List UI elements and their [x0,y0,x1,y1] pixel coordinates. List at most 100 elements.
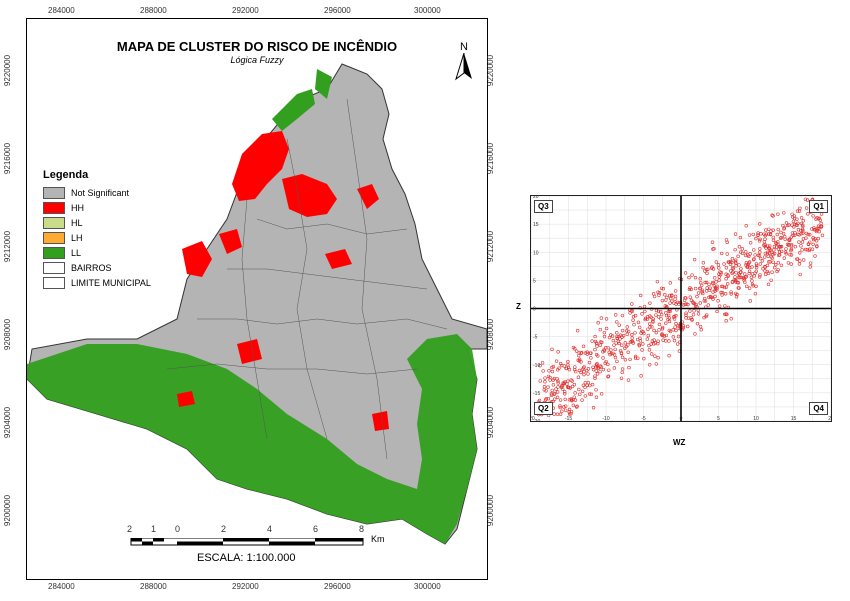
data-point [711,247,715,251]
data-point [811,242,815,247]
map-y-tick-left: 9208000 [3,318,13,351]
data-point [789,244,794,248]
data-point [792,233,797,237]
data-point [786,261,791,265]
data-point [713,287,718,291]
scale-unit: Km [371,534,385,544]
x-tick-label: 10 [753,416,759,421]
data-point [747,261,751,265]
data-point [554,387,558,391]
data-point [654,313,658,317]
map-x-tick-top: 300000 [414,6,441,15]
data-point [795,223,799,227]
scale-bar-graphic [130,538,364,546]
data-point [698,301,702,305]
data-point [769,278,773,282]
data-point [647,343,651,348]
data-point [770,256,774,260]
scale-tick: 1 [151,524,157,534]
data-point [615,336,619,341]
data-point [583,351,588,355]
data-point [695,294,699,299]
data-point [601,350,605,354]
data-point [599,365,604,369]
data-point [773,262,778,267]
data-point [560,409,564,413]
data-point [606,374,610,379]
data-point [751,248,756,252]
data-point [704,314,708,319]
map-y-tick-left: 9220000 [3,54,13,87]
data-point [643,316,648,321]
data-point [650,339,655,343]
legend-label: HH [71,202,84,213]
data-point [789,262,793,266]
data-point [646,333,650,338]
data-point [811,214,815,218]
data-point [562,382,566,386]
data-point [771,252,775,257]
data-point [799,221,804,226]
data-point [763,272,768,277]
data-point [724,318,728,323]
hh-cluster-se [372,411,389,431]
data-point [560,385,564,390]
data-point [705,271,709,276]
data-point [626,350,630,355]
data-point [651,320,655,324]
data-point [771,235,776,240]
data-point [754,236,758,241]
data-point [659,286,664,290]
data-point [542,388,547,392]
data-point [742,276,746,281]
data-point [610,334,615,338]
data-point [566,379,570,383]
y-tick-label: 10 [533,250,539,256]
ll-zone-nw [272,89,315,131]
data-point [793,231,797,235]
data-point [569,398,574,402]
data-point [620,328,625,333]
legend-item: HH [43,200,151,215]
data-point [763,251,768,256]
data-point [701,265,705,270]
data-point [734,270,738,275]
data-point [725,312,729,317]
scale-tick: 8 [359,524,365,534]
data-point [602,330,607,335]
data-point [776,227,780,232]
data-point [711,290,715,294]
data-point [762,255,767,259]
data-point [706,303,711,307]
data-point [724,312,728,316]
data-point [771,228,775,232]
data-point [801,237,806,241]
data-point [558,398,563,402]
data-point [583,385,587,389]
data-point [788,252,792,257]
data-point [630,332,634,337]
data-point [758,262,763,266]
data-point [764,228,768,232]
map-y-tick-left: 9204000 [3,406,13,439]
legend-item: HL [43,215,151,230]
legend-label: LL [71,247,82,258]
data-point [693,332,697,336]
data-point [620,343,624,347]
data-point [737,245,742,249]
data-point [664,321,668,325]
data-point [604,359,608,364]
data-point [781,231,786,236]
x-tick-label: -15 [565,416,572,421]
data-point [618,349,623,353]
data-point [776,240,780,244]
data-point [640,348,644,352]
data-point [757,254,762,258]
data-point [754,269,759,273]
data-point [747,271,751,276]
data-point [753,291,758,296]
data-point [701,261,706,265]
data-point [700,283,704,287]
data-point [772,244,777,249]
